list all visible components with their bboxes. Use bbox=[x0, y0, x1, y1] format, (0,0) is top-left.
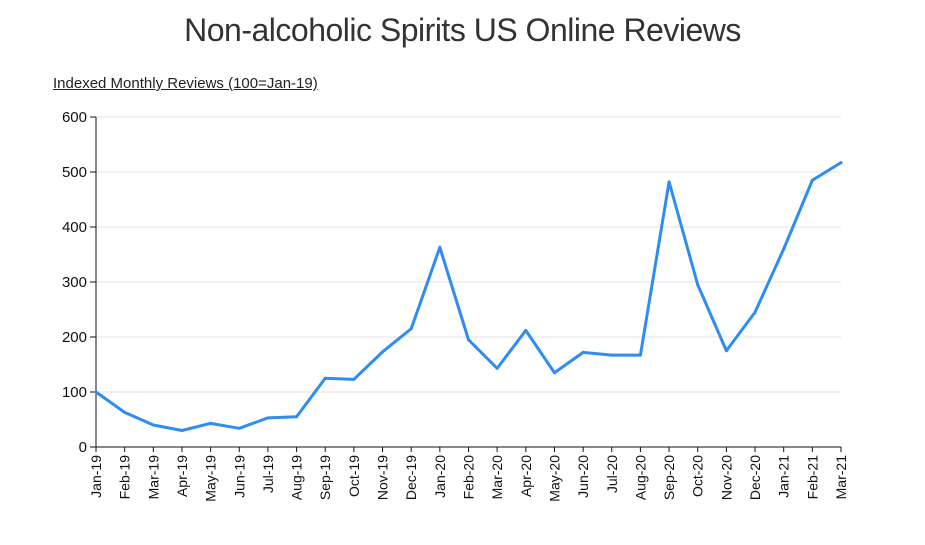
x-axis-ticks: Jan-19 Feb-19 Mar-19 Apr-19 May-19 Jun-19 Jul-… bbox=[88, 447, 849, 502]
x-tick-label-Dec-19: Dec-19 bbox=[403, 455, 419, 500]
x-tick-label-Jun-19: Jun-19 bbox=[231, 455, 247, 498]
x-tick-label-Jan-20: Jan-20 bbox=[432, 455, 448, 498]
x-tick-label-Feb-20: Feb-20 bbox=[461, 455, 477, 500]
chart-title: Non-alcoholic Spirits US Online Reviews bbox=[184, 12, 741, 48]
data-point-May-20 bbox=[552, 371, 556, 375]
x-tick-label-Aug-19: Aug-19 bbox=[289, 455, 305, 500]
data-point-Dec-19 bbox=[409, 327, 413, 331]
data-point-Jun-19 bbox=[237, 426, 241, 430]
x-tick-label-Dec-20: Dec-20 bbox=[747, 455, 763, 500]
y-tick-label-100: 100 bbox=[62, 384, 87, 401]
data-point-Feb-21 bbox=[810, 178, 814, 182]
data-point-Jan-19 bbox=[94, 390, 98, 394]
data-point-Aug-20 bbox=[638, 353, 642, 357]
x-tick-label-Apr-20: Apr-20 bbox=[518, 455, 534, 497]
gridlines bbox=[96, 116, 841, 393]
x-tick-label-Mar-19: Mar-19 bbox=[145, 455, 161, 500]
x-tick-label-Mar-20: Mar-20 bbox=[489, 455, 505, 500]
x-tick-label-Jul-20: Jul-20 bbox=[604, 455, 620, 493]
data-point-Feb-19 bbox=[123, 410, 127, 414]
data-point-Aug-19 bbox=[295, 415, 299, 419]
data-point-Jul-20 bbox=[610, 353, 614, 357]
x-tick-label-Nov-20: Nov-20 bbox=[718, 455, 734, 500]
x-tick-label-Jan-19: Jan-19 bbox=[88, 455, 104, 498]
series-layer bbox=[94, 161, 843, 432]
y-tick-label-200: 200 bbox=[62, 329, 87, 346]
y-axis-ticks: 0 100 200 300 400 500 600 bbox=[62, 109, 96, 456]
x-tick-label-Nov-19: Nov-19 bbox=[375, 455, 391, 500]
x-tick-label-Mar-21: Mar-21 bbox=[833, 455, 849, 500]
x-tick-label-Feb-21: Feb-21 bbox=[804, 455, 820, 500]
data-point-Jun-20 bbox=[581, 350, 585, 354]
y-tick-label-600: 600 bbox=[62, 109, 87, 126]
x-tick-label-Jul-19: Jul-19 bbox=[260, 455, 276, 493]
data-point-Oct-19 bbox=[352, 377, 356, 381]
x-tick-label-Jun-20: Jun-20 bbox=[575, 455, 591, 498]
x-tick-label-Oct-20: Oct-20 bbox=[690, 455, 706, 497]
data-point-Mar-20 bbox=[495, 366, 499, 370]
data-point-Nov-19 bbox=[381, 350, 385, 354]
x-tick-label-Jan-21: Jan-21 bbox=[776, 455, 792, 498]
x-tick-label-Aug-20: Aug-20 bbox=[632, 455, 648, 500]
x-tick-label-May-20: May-20 bbox=[546, 455, 562, 502]
x-tick-label-Apr-19: Apr-19 bbox=[174, 455, 190, 497]
data-point-Mar-19 bbox=[151, 423, 155, 427]
x-tick-label-May-19: May-19 bbox=[203, 455, 219, 502]
x-tick-label-Feb-19: Feb-19 bbox=[117, 455, 133, 500]
series-line-0 bbox=[94, 161, 843, 432]
x-tick-label-Sep-20: Sep-20 bbox=[661, 455, 677, 500]
x-tick-label-Oct-19: Oct-19 bbox=[346, 455, 362, 497]
chart-subtitle: Indexed Monthly Reviews (100=Jan-19) bbox=[53, 75, 318, 92]
data-point-Jul-19 bbox=[266, 416, 270, 420]
y-tick-label-500: 500 bbox=[62, 164, 87, 181]
data-point-Apr-20 bbox=[524, 328, 528, 332]
data-point-Feb-20 bbox=[467, 338, 470, 342]
data-point-Apr-19 bbox=[180, 429, 184, 432]
data-point-Dec-20 bbox=[753, 310, 757, 314]
y-tick-label-0: 0 bbox=[79, 439, 87, 456]
data-point-Jan-20 bbox=[438, 245, 442, 249]
y-tick-label-300: 300 bbox=[62, 274, 87, 291]
data-point-Sep-20 bbox=[667, 180, 671, 184]
data-point-Mar-21 bbox=[839, 161, 843, 165]
data-point-May-19 bbox=[209, 421, 213, 425]
data-point-Jan-21 bbox=[782, 247, 786, 251]
y-tick-label-400: 400 bbox=[62, 219, 87, 236]
data-point-Sep-19 bbox=[323, 376, 327, 380]
data-point-Nov-20 bbox=[724, 349, 728, 353]
x-tick-label-Sep-19: Sep-19 bbox=[317, 455, 333, 500]
data-point-Oct-20 bbox=[696, 283, 700, 287]
